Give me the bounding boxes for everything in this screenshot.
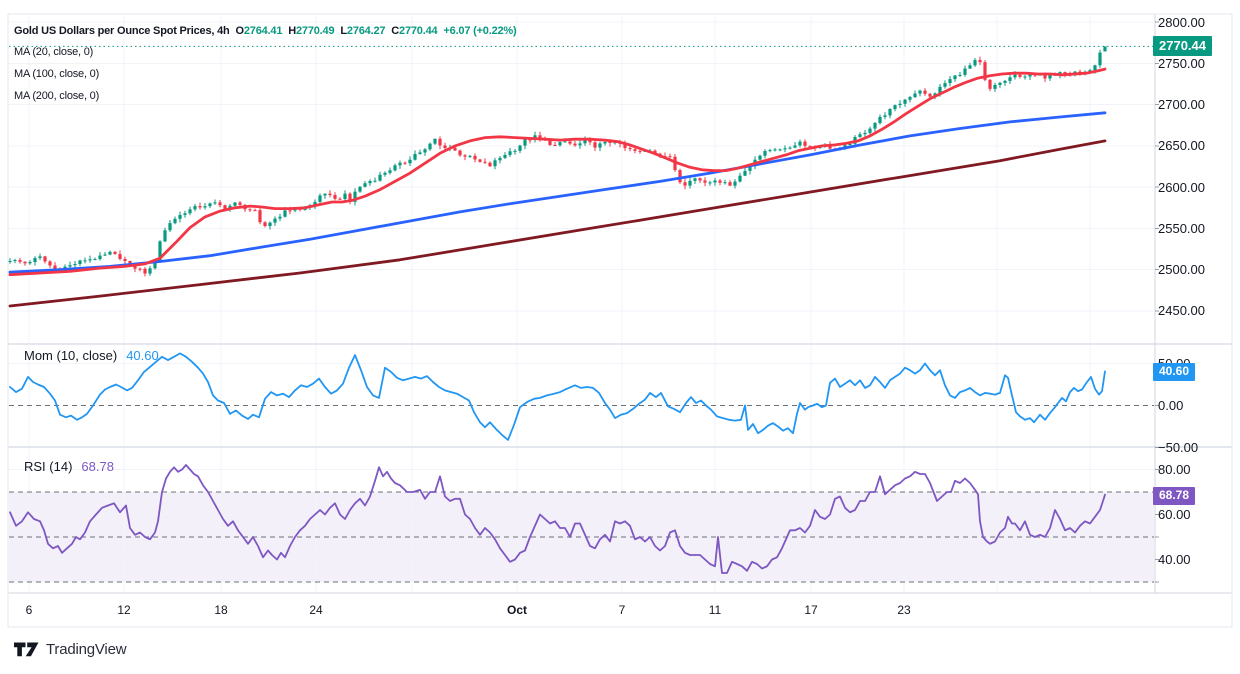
- price-axis[interactable]: [1155, 14, 1232, 593]
- momentum-legend[interactable]: Mom (10, close) 40.60: [24, 348, 159, 363]
- time-axis[interactable]: [8, 593, 1155, 625]
- open-label: O: [235, 25, 245, 37]
- tradingview-logo-icon: [14, 642, 39, 657]
- low-value: 2764.27: [346, 25, 386, 37]
- current-price-badge: 2770.44: [1153, 36, 1212, 56]
- symbol-title: Gold US Dollars per Ounce Spot Prices, 4…: [14, 25, 230, 37]
- rsi-legend-value: 68.78: [81, 459, 114, 474]
- ma20-legend[interactable]: MA (20, close, 0): [14, 46, 94, 58]
- momentum-value-badge: 40.60: [1153, 363, 1196, 381]
- high-value: 2770.49: [296, 25, 335, 37]
- high-label: H: [288, 25, 297, 37]
- open-value: 2764.41: [243, 25, 283, 37]
- rsi-value-badge: 68.78: [1153, 487, 1196, 505]
- rsi-legend[interactable]: RSI (14) 68.78: [24, 459, 114, 474]
- tradingview-logo-text: TradingView: [46, 640, 127, 658]
- rsi-legend-label: RSI (14): [24, 459, 73, 474]
- close-label: C: [391, 25, 400, 37]
- tradingview-logo-link[interactable]: TradingView: [14, 640, 127, 658]
- ma200-legend[interactable]: MA (200, close, 0): [14, 90, 100, 102]
- close-value: 2770.44: [399, 25, 438, 37]
- change-value: +6.07 (+0.22%): [443, 25, 517, 37]
- momentum-legend-label: Mom (10, close): [24, 348, 118, 363]
- momentum-legend-value: 40.60: [126, 348, 159, 363]
- symbol-legend[interactable]: Gold US Dollars per Ounce Spot Prices, 4…: [14, 25, 517, 37]
- low-label: L: [340, 25, 347, 37]
- ma100-legend[interactable]: MA (100, close, 0): [14, 68, 100, 80]
